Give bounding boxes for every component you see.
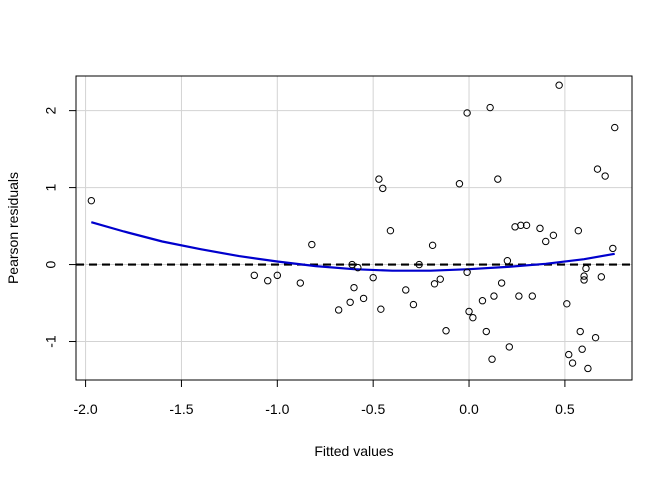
data-point — [505, 343, 513, 351]
data-point — [296, 279, 305, 287]
data-point — [409, 300, 418, 309]
x-tick-label: -1.5 — [169, 401, 193, 417]
data-point — [386, 226, 395, 235]
data-point — [463, 268, 471, 276]
data-point — [517, 221, 525, 230]
data-point — [555, 81, 563, 89]
data-point — [580, 276, 588, 284]
data-point — [415, 260, 423, 269]
data-point — [574, 226, 583, 235]
data-point — [250, 271, 259, 280]
y-tick-label: 2 — [43, 107, 59, 115]
data-point — [580, 272, 588, 280]
smooth-line-group — [90, 221, 615, 272]
data-point — [503, 257, 512, 265]
data-point — [497, 279, 506, 287]
y-tick-label: 0 — [43, 260, 59, 268]
x-axis-title: Fitted values — [314, 443, 393, 459]
data-point — [463, 109, 471, 117]
data-point — [465, 307, 473, 316]
y-tick-label: 1 — [43, 183, 59, 191]
data-point — [568, 359, 577, 367]
data-point — [584, 364, 592, 373]
data-point — [609, 244, 617, 253]
data-point — [377, 305, 385, 313]
scatter-points — [87, 81, 619, 373]
data-point — [549, 231, 558, 240]
x-tick-label: 0.5 — [555, 401, 575, 417]
data-point — [350, 283, 358, 292]
data-point — [379, 184, 387, 193]
smooth-trend-line — [90, 221, 615, 272]
data-point — [611, 123, 619, 132]
data-point — [542, 237, 550, 246]
data-point — [428, 241, 437, 250]
data-point — [536, 224, 544, 233]
x-tick-label: 0.0 — [459, 401, 479, 417]
data-point — [348, 260, 356, 269]
x-tick-label: -0.5 — [361, 401, 385, 417]
data-point — [442, 327, 450, 335]
data-point — [87, 196, 96, 205]
data-point — [273, 271, 282, 280]
data-point — [455, 180, 464, 188]
data-point — [522, 221, 531, 230]
data-point — [308, 240, 316, 249]
y-axis: -1 0 1 2 — [43, 107, 77, 348]
data-point — [354, 263, 362, 272]
data-point — [591, 333, 600, 342]
data-point — [402, 286, 410, 294]
data-point — [563, 300, 571, 308]
data-point — [576, 327, 584, 336]
data-point — [346, 298, 354, 306]
x-axis: -2.0 -1.5 -1.0 -0.5 0.0 0.5 — [74, 379, 575, 417]
data-point — [515, 292, 523, 300]
data-point — [436, 275, 444, 283]
data-point — [359, 294, 368, 303]
data-point — [482, 327, 490, 336]
data-point — [430, 280, 439, 288]
data-point — [593, 165, 602, 173]
y-axis-title: Pearson residuals — [5, 172, 21, 284]
data-point — [478, 297, 487, 305]
data-point — [375, 175, 383, 183]
x-tick-label: -2.0 — [74, 401, 98, 417]
y-tick-label: -1 — [43, 335, 59, 348]
data-point — [601, 172, 609, 180]
plot-frame — [75, 75, 633, 381]
data-point — [469, 313, 477, 322]
x-tick-label: -1.0 — [265, 401, 289, 417]
data-point — [494, 175, 502, 183]
data-point — [488, 355, 496, 363]
data-point — [528, 292, 537, 300]
data-point — [565, 350, 573, 359]
data-point — [582, 264, 590, 273]
data-point — [486, 103, 494, 112]
data-point — [334, 306, 343, 314]
data-point — [597, 273, 606, 281]
data-point — [264, 277, 272, 285]
data-point — [490, 292, 498, 300]
gridlines — [76, 76, 632, 380]
data-point — [578, 345, 586, 353]
data-point — [369, 273, 377, 282]
